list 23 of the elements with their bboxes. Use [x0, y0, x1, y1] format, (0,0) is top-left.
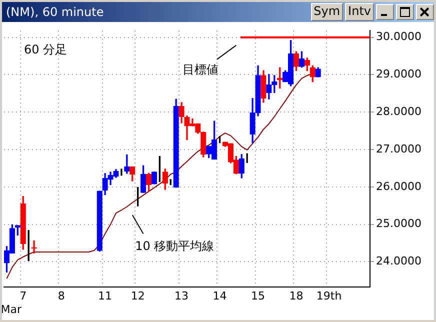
annotation: 60 分足 — [24, 42, 68, 57]
x-tick-label: 19th — [316, 289, 342, 302]
text: Mar — [0, 303, 22, 316]
x-tick-label: 13 — [174, 289, 189, 302]
y-tick-label: 30.0000 — [376, 30, 422, 44]
x-tick-label: 8 — [58, 289, 65, 302]
y-tick-label: 25.0000 — [376, 217, 422, 230]
text: Intv — [345, 3, 374, 21]
y-tick-label: 24.0000 — [376, 254, 422, 268]
x-tick-label: 11 — [98, 289, 112, 302]
ref-line-label: 目標値 — [182, 62, 219, 76]
x-tick-label: 12 — [130, 289, 145, 302]
text: 10 移動平均線 — [135, 238, 214, 253]
y-tick-label: 27.0000 — [376, 142, 422, 156]
x-tick-label: 15 — [251, 289, 266, 302]
x-tick-label: 18 — [289, 289, 304, 302]
y-tick-label: 28.0000 — [376, 104, 422, 118]
y-tick-label: 26.0000 — [376, 180, 422, 193]
chart-title: (NM), 60 minute — [6, 5, 105, 19]
x-tick-label: 14 — [212, 289, 227, 302]
x-tick-label: 7 — [20, 289, 27, 302]
text: Sym — [310, 3, 344, 21]
y-tick-label: 29.0000 — [376, 68, 422, 81]
